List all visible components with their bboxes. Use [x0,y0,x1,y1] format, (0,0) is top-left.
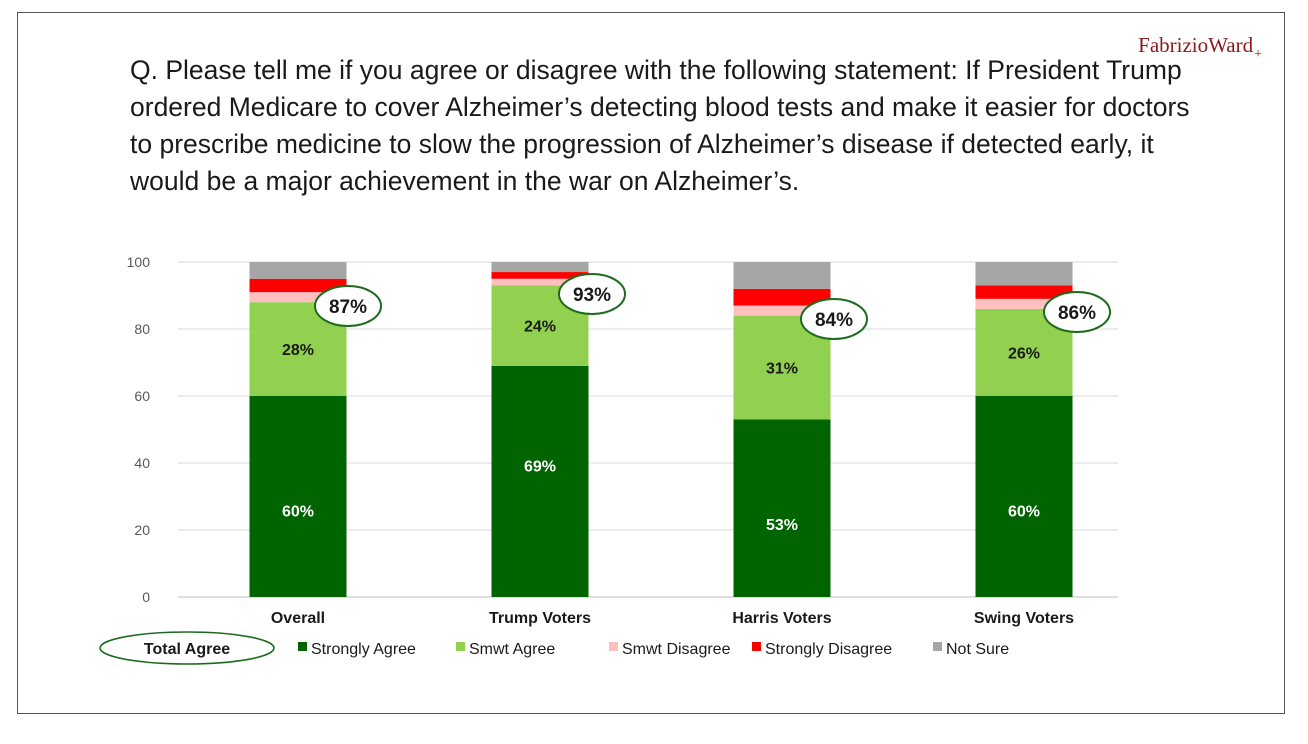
data-label: 28% [282,342,314,359]
bar-not-sure [733,262,831,289]
bar-smwt-disagree [249,292,347,303]
total-agree-callout [314,285,382,327]
category-label: Swing Voters [974,610,1074,627]
total-agree-callout [558,273,626,315]
total-agree-label: 86% [1058,303,1096,324]
bar-not-sure [249,262,347,279]
brand-logo: FabrizioWard+ [1138,33,1262,62]
data-label: 26% [1008,345,1040,362]
bar-strongly-disagree [491,272,589,279]
bar-strongly-disagree [733,288,831,306]
data-label: 60% [282,504,314,521]
bar-strongly-disagree [975,285,1073,299]
legend-swatch [752,642,761,651]
y-tick-label: 0 [142,589,150,605]
legend-label: Smwt Agree [469,641,555,658]
total-agree-callout [800,298,868,340]
y-tick-label: 60 [134,388,150,404]
category-label: Trump Voters [489,610,591,627]
legend-label: Strongly Disagree [765,641,892,658]
question-text: Q. Please tell me if you agree or disagr… [130,55,1190,196]
y-tick-label: 20 [134,522,150,538]
bar-strongly-agree [733,419,831,597]
bar-strongly-agree [975,396,1073,597]
bar-strongly-disagree [249,278,347,293]
legend-label: Smwt Disagree [622,641,731,658]
category-label: Overall [271,610,325,627]
total-agree-label: 87% [329,297,367,318]
bar-not-sure [975,262,1073,286]
y-tick-label: 100 [127,254,151,270]
bar-not-sure [491,262,589,273]
total-agree-callout [1043,291,1111,333]
bar-strongly-agree [491,365,589,597]
legend-label: Strongly Agree [311,641,416,658]
y-tick-label: 40 [134,455,150,471]
total-agree-label: 84% [815,310,853,331]
legend-total-agree-label: Total Agree [144,641,230,658]
legend-swatch [298,642,307,651]
category-label: Harris Voters [732,610,831,627]
data-label: 69% [524,458,556,475]
data-label: 53% [766,517,798,534]
legend-swatch [609,642,618,651]
legend-label: Not Sure [946,641,1009,658]
y-tick-label: 80 [134,321,150,337]
data-label: 60% [1008,504,1040,521]
bar-smwt-disagree [491,278,589,286]
legend-total-agree-ring [99,631,275,665]
data-label: 31% [766,361,798,378]
legend-swatch [933,642,942,651]
total-agree-label: 93% [573,285,611,306]
data-label: 24% [524,319,556,336]
legend-swatch [456,642,465,651]
bar-smwt-disagree [975,298,1073,309]
bar-strongly-agree [249,396,347,597]
bar-smwt-disagree [733,305,831,316]
